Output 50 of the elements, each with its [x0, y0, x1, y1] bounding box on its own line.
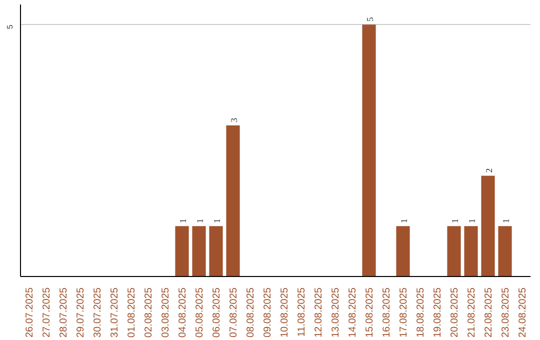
x-tick-label: 23.08.2025 — [500, 287, 512, 338]
bar — [192, 226, 206, 276]
data-label: 1 — [212, 218, 222, 224]
bar — [464, 226, 478, 276]
bar — [226, 125, 240, 276]
bar — [209, 226, 223, 276]
x-tick-label: 09.08.2025 — [262, 287, 274, 338]
x-tick-label: 02.08.2025 — [144, 287, 154, 338]
data-label: 1 — [450, 218, 460, 224]
x-tick-label: 07.08.2025 — [228, 287, 240, 338]
x-tick-label: 10.08.2025 — [280, 287, 290, 338]
x-tick-label: 12.08.2025 — [314, 287, 324, 338]
x-tick-label: 05.08.2025 — [194, 287, 206, 338]
x-tick-label: 29.07.2025 — [76, 287, 86, 338]
x-tick-label: 11.08.2025 — [296, 287, 308, 337]
x-tick-label: 30.07.2025 — [92, 287, 104, 338]
bar — [396, 226, 410, 276]
x-tick-label: 26.07.2025 — [24, 287, 36, 338]
bar — [447, 226, 461, 276]
x-tick-label: 21.08.2025 — [466, 287, 478, 338]
data-label: 1 — [195, 218, 205, 224]
x-tick-label: 22.08.2025 — [484, 287, 494, 338]
data-label: 1 — [467, 218, 477, 224]
bar — [362, 24, 376, 276]
x-tick-label: 28.07.2025 — [58, 287, 70, 338]
bar — [498, 226, 512, 276]
x-tick-label: 19.08.2025 — [432, 287, 444, 338]
x-tick-label: 24.08.2025 — [518, 287, 528, 338]
data-label: 5 — [365, 16, 375, 22]
x-tick-label: 01.08.2025 — [126, 287, 138, 338]
data-label: 1 — [501, 218, 511, 224]
x-tick-label: 06.08.2025 — [212, 287, 222, 338]
bar — [481, 176, 495, 276]
x-tick-label: 08.08.2025 — [246, 287, 256, 338]
x-tick-label: 03.08.2025 — [160, 287, 172, 338]
bar — [175, 226, 189, 276]
x-tick-label: 13.08.2025 — [330, 287, 342, 338]
x-tick-label: 14.08.2025 — [348, 287, 358, 338]
x-tick-label: 31.07.2025 — [110, 287, 120, 338]
x-tick-label: 20.08.2025 — [450, 287, 460, 338]
x-tick-label: 15.08.2025 — [364, 287, 376, 338]
data-label: 1 — [178, 218, 188, 224]
data-label: 3 — [229, 117, 239, 122]
x-tick-label: 27.07.2025 — [42, 287, 52, 338]
data-label: 1 — [399, 218, 409, 224]
x-tick-label: 18.08.2025 — [416, 287, 426, 338]
data-label: 2 — [484, 168, 494, 173]
x-tick-label: 16.08.2025 — [382, 287, 392, 338]
x-tick-label: 04.08.2025 — [178, 287, 188, 338]
x-tick-label: 17.08.2025 — [398, 287, 410, 338]
